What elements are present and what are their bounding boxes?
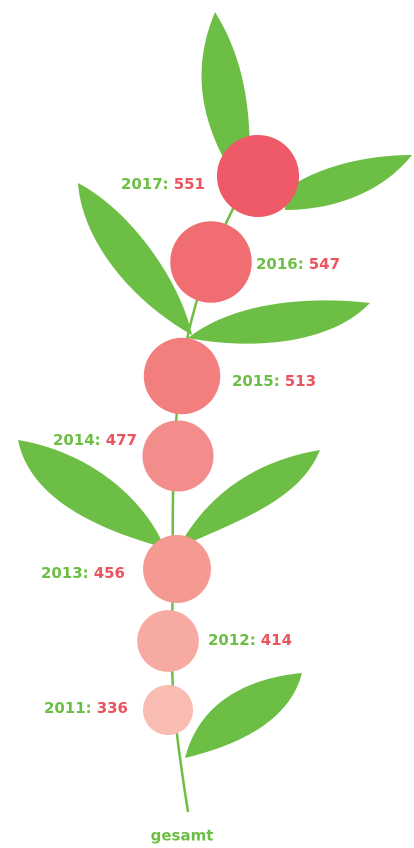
plant <box>18 12 412 812</box>
value-label: 477 <box>106 431 137 449</box>
leaf <box>185 673 302 758</box>
value-label: 456 <box>94 564 125 582</box>
bubble <box>143 535 211 603</box>
bubble <box>143 685 193 735</box>
data-label: 2015: 513 <box>232 372 316 390</box>
bubble <box>144 338 220 414</box>
value-label: 336 <box>97 699 128 717</box>
value-label: 513 <box>285 372 316 390</box>
leaf <box>188 300 370 343</box>
data-label: 2017: 551 <box>121 175 205 193</box>
page: {"chart_data": {"type": "bubble", "title… <box>0 0 414 848</box>
data-label: 2011: 336 <box>44 699 128 717</box>
leaf <box>285 155 412 210</box>
year-label: 2015: <box>232 372 280 390</box>
chart-title: gesamt <box>151 827 214 845</box>
year-label: 2014: <box>53 431 101 449</box>
data-label: 2016: 547 <box>256 255 340 273</box>
year-label: 2017: <box>121 175 169 193</box>
bubble <box>137 610 199 672</box>
data-label: 2014: 477 <box>53 431 137 449</box>
bubble <box>170 221 252 303</box>
bubble <box>142 420 213 491</box>
data-label: 2012: 414 <box>208 631 292 649</box>
data-label: 2013: 456 <box>41 564 125 582</box>
year-label: 2013: <box>41 564 89 582</box>
year-label: 2011: <box>44 699 92 717</box>
year-label: 2016: <box>256 255 304 273</box>
value-label: 551 <box>174 175 205 193</box>
year-label: 2012: <box>208 631 256 649</box>
value-label: 414 <box>261 631 292 649</box>
chart: gesamt 2011:3362012:4142013:4562014:4772… <box>0 0 414 848</box>
bubble <box>217 135 299 217</box>
value-label: 547 <box>309 255 340 273</box>
